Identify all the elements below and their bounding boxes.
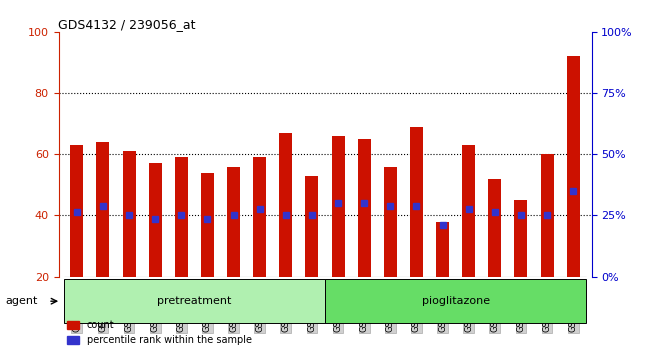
Text: pioglitazone: pioglitazone — [422, 296, 489, 306]
Bar — [410, 127, 423, 277]
Bar — [541, 154, 554, 277]
Bar — [567, 56, 580, 277]
Bar — [306, 176, 318, 277]
Bar — [253, 157, 266, 277]
Legend: count, percentile rank within the sample: count, percentile rank within the sample — [63, 316, 255, 349]
Bar — [70, 145, 83, 277]
Bar — [332, 136, 344, 277]
FancyBboxPatch shape — [325, 279, 586, 323]
FancyBboxPatch shape — [64, 279, 325, 323]
Text: GDS4132 / 239056_at: GDS4132 / 239056_at — [58, 18, 196, 31]
Bar — [201, 173, 214, 277]
Bar — [149, 164, 162, 277]
Bar — [514, 200, 528, 277]
Text: pretreatment: pretreatment — [157, 296, 231, 306]
Bar — [122, 151, 136, 277]
Bar — [462, 145, 475, 277]
Bar — [384, 166, 397, 277]
Bar — [358, 139, 370, 277]
Bar — [175, 157, 188, 277]
Text: agent: agent — [5, 296, 38, 306]
Bar — [280, 133, 292, 277]
Bar — [488, 179, 501, 277]
Bar — [227, 166, 240, 277]
Bar — [96, 142, 109, 277]
Bar — [436, 222, 449, 277]
